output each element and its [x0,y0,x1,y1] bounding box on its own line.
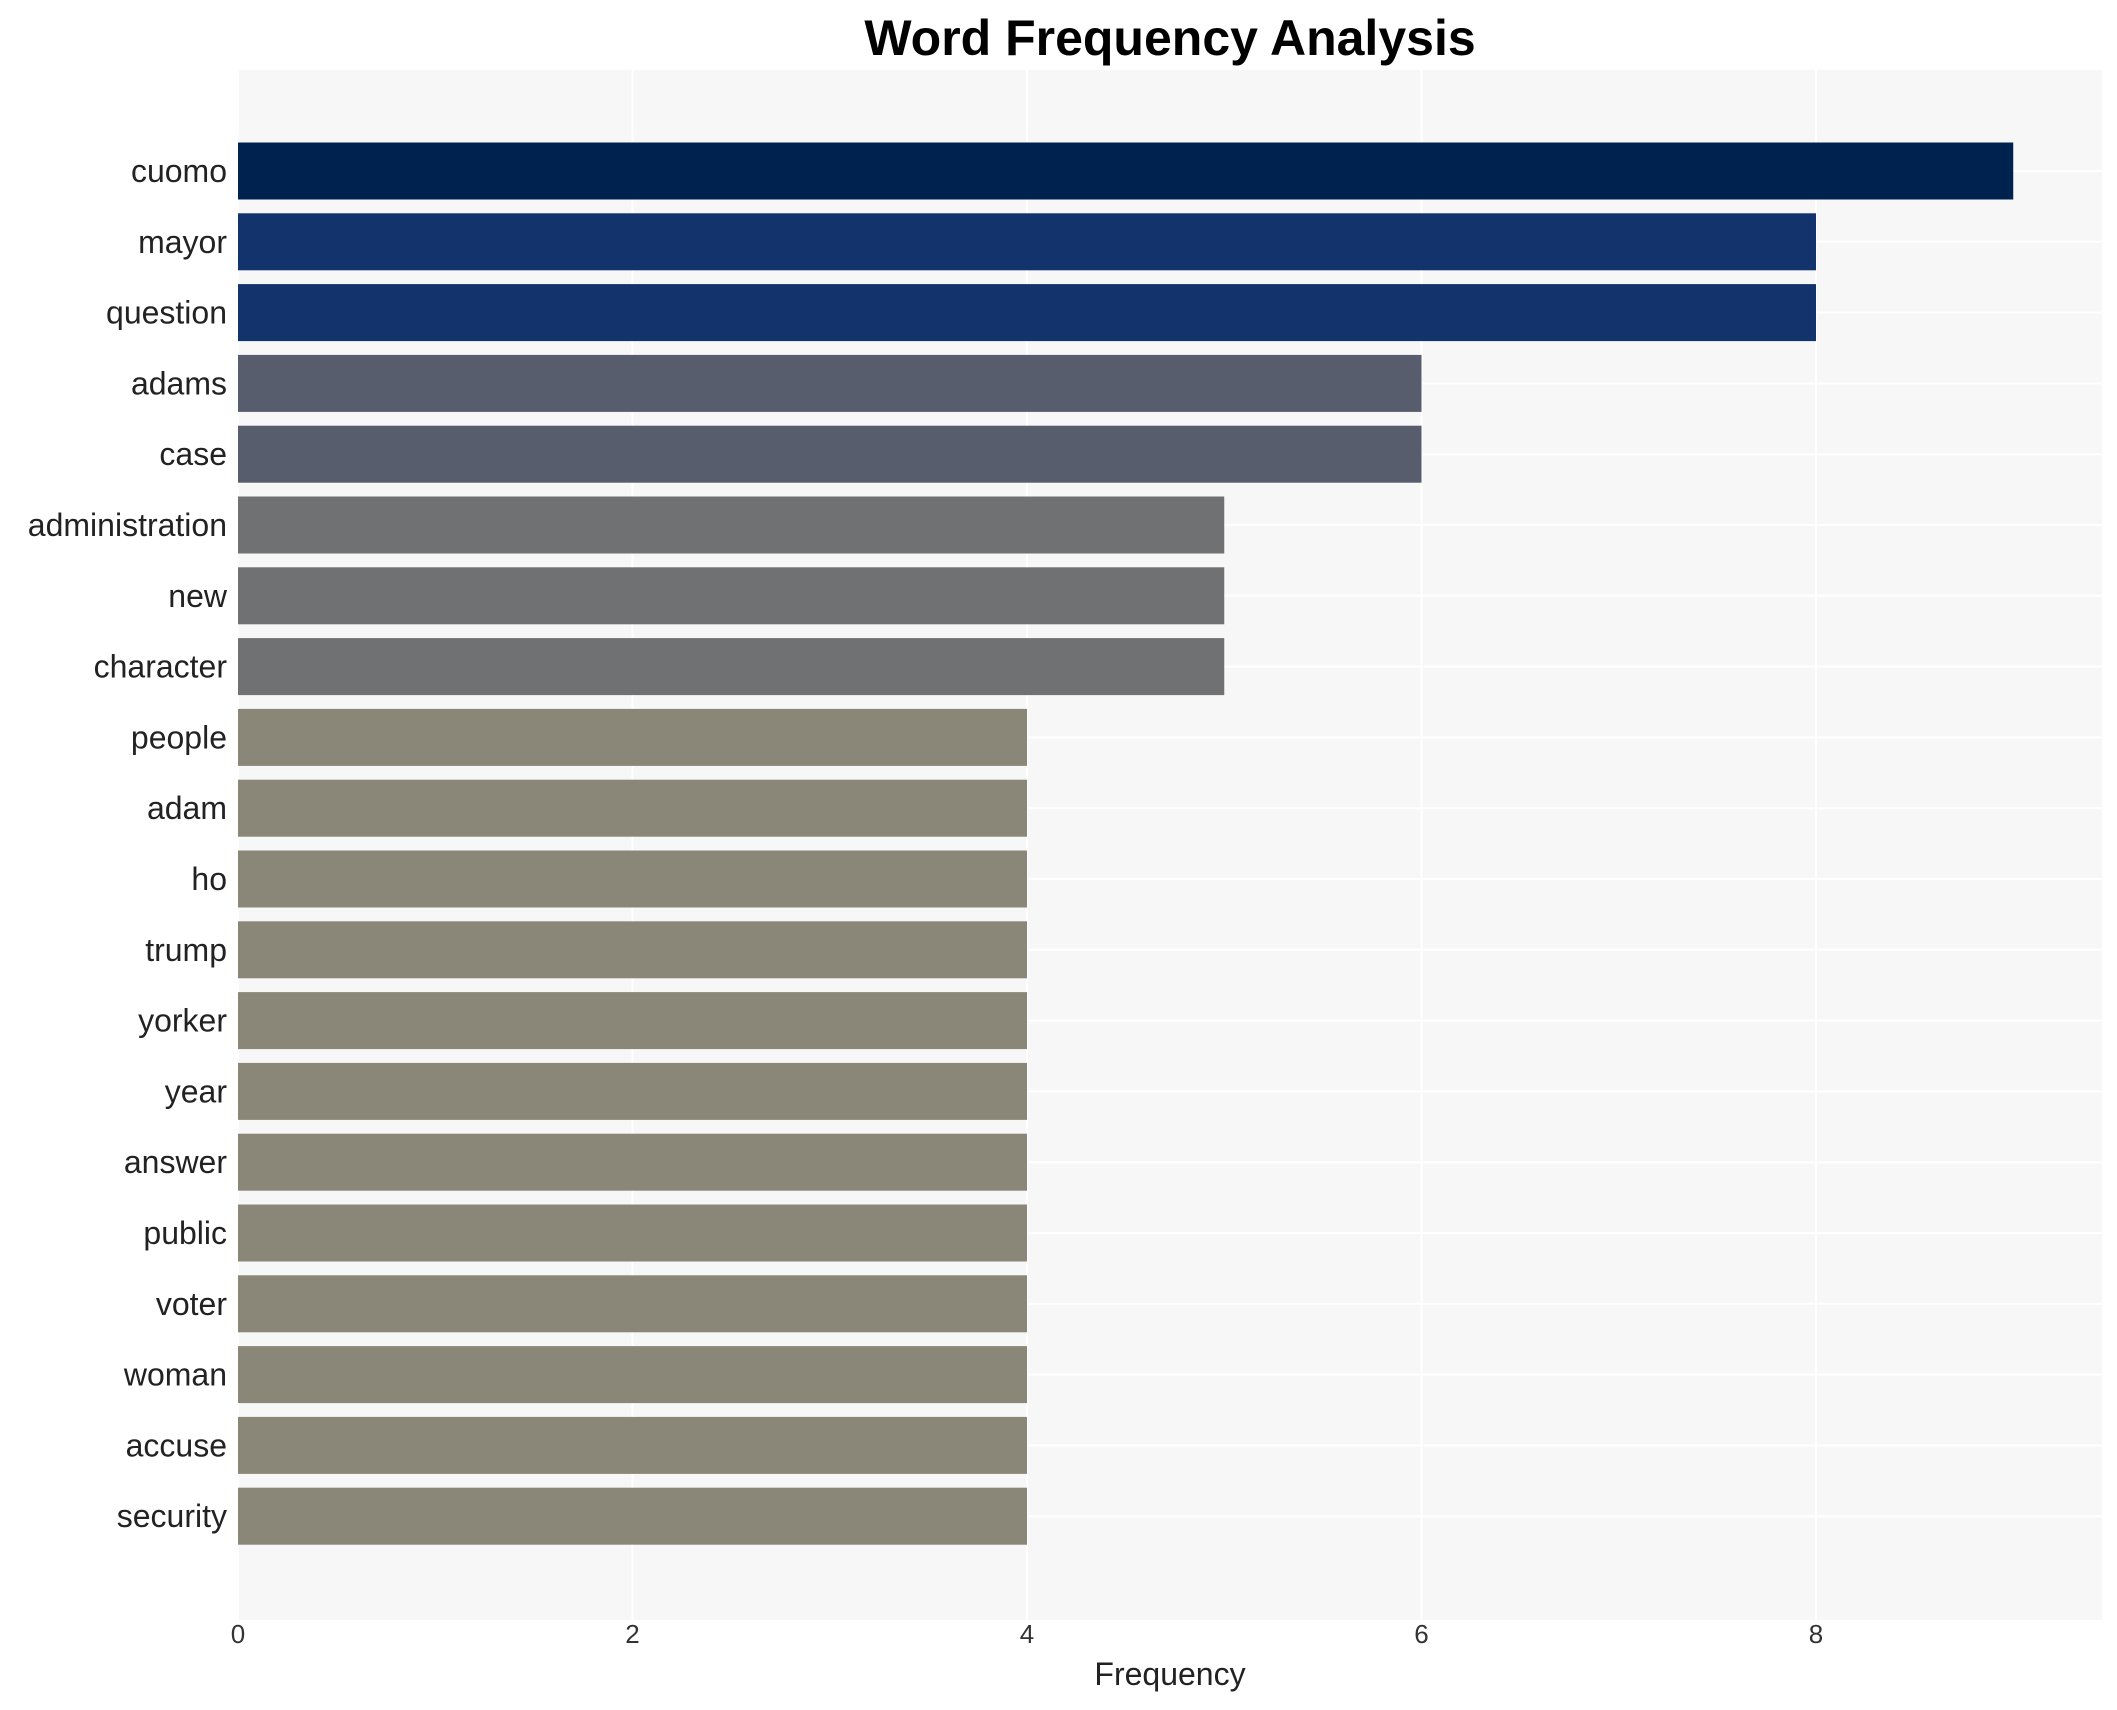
category-labels: cuomo mayor question adams case administratio… [28,153,228,1534]
category-label: trump [145,932,227,968]
category-label: answer [124,1144,228,1180]
bar-character [238,638,1225,696]
x-axis-title: Frequency [1094,1656,1245,1692]
bar-adams [238,354,1422,412]
bar-year [238,1062,1027,1120]
bar-voter [238,1275,1027,1333]
x-tick-labels: 0 2 4 6 8 [231,1619,1823,1649]
bar-public [238,1204,1027,1262]
bar-answer [238,1133,1027,1191]
bar-accuse [238,1416,1027,1474]
category-label: security [117,1498,227,1534]
bar-people [238,708,1027,766]
bar-ho [238,850,1027,908]
category-label: voter [156,1286,227,1322]
category-label: year [165,1073,228,1109]
category-label: administration [28,507,227,543]
category-label: people [131,719,227,755]
bars [238,142,2014,1545]
category-label: adams [131,365,227,401]
x-tick-label: 4 [1020,1619,1034,1649]
bar-yorker [238,992,1027,1050]
category-label: mayor [138,224,227,260]
x-tick-label: 2 [625,1619,639,1649]
x-tick-label: 6 [1414,1619,1428,1649]
category-label: ho [191,861,227,897]
category-label: accuse [126,1427,227,1463]
category-label: public [143,1215,227,1251]
bar-security [238,1487,1027,1545]
x-tick-label: 8 [1809,1619,1823,1649]
bar-woman [238,1346,1027,1404]
bar-new [238,567,1225,625]
bar-cuomo [238,142,2014,200]
chart-title: Word Frequency Analysis [864,10,1475,66]
category-label: new [168,578,228,614]
bar-question [238,284,1816,342]
category-label: adam [147,790,227,826]
bar-trump [238,921,1027,979]
category-label: cuomo [131,153,227,189]
category-label: question [106,295,227,331]
category-label: character [94,649,228,685]
bar-administration [238,496,1225,554]
x-tick-label: 0 [231,1619,245,1649]
category-label: yorker [138,1003,227,1039]
bar-adam [238,779,1027,837]
category-label: case [159,436,227,472]
category-label: woman [123,1357,227,1393]
bar-mayor [238,213,1816,271]
bar-case [238,425,1422,483]
